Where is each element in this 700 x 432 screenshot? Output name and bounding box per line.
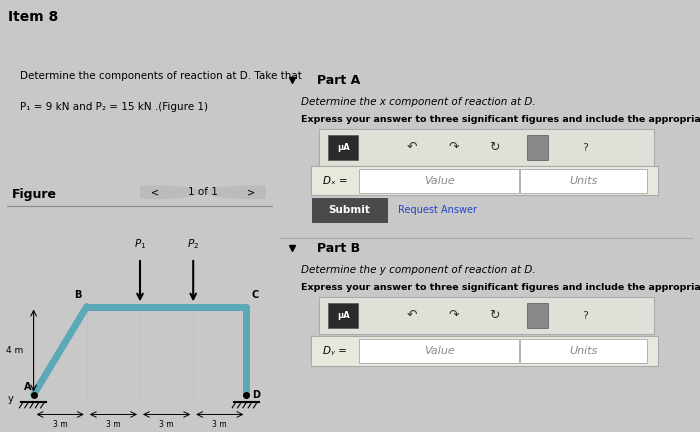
Text: ↻: ↻ [489,141,500,154]
Text: μA: μA [337,143,349,152]
Text: Units: Units [569,346,598,356]
Circle shape [111,186,199,198]
Text: μA: μA [337,311,349,321]
Text: Part B: Part B [317,242,360,255]
FancyBboxPatch shape [319,129,654,166]
Text: Item 8: Item 8 [8,10,59,24]
Circle shape [206,186,295,198]
FancyBboxPatch shape [311,166,658,195]
FancyBboxPatch shape [328,135,358,160]
Text: 3 m: 3 m [160,420,174,429]
FancyBboxPatch shape [359,169,519,193]
Text: ?: ? [582,311,589,321]
Text: P₁ = 9 kN and P₂ = 15 kN .(Figure 1): P₁ = 9 kN and P₂ = 15 kN .(Figure 1) [20,102,209,112]
Text: A: A [25,382,32,392]
Text: ↷: ↷ [448,141,458,154]
Text: Value: Value [424,176,454,186]
Text: >: > [247,187,255,197]
FancyBboxPatch shape [526,135,547,160]
Text: 3 m: 3 m [106,420,120,429]
Text: ?: ? [582,143,589,153]
Text: <: < [151,187,159,197]
Text: 1 of 1: 1 of 1 [188,187,218,197]
FancyBboxPatch shape [520,339,647,363]
Text: Part A: Part A [317,73,360,87]
FancyBboxPatch shape [526,303,547,328]
Text: ↷: ↷ [448,309,458,322]
Text: Dᵧ =: Dᵧ = [323,346,347,356]
Text: Determine the x component of reaction at D.: Determine the x component of reaction at… [301,97,536,107]
Text: D: D [252,390,260,400]
Text: Dₓ =: Dₓ = [323,176,348,186]
Text: 3 m: 3 m [213,420,227,429]
Text: C: C [252,290,259,300]
FancyBboxPatch shape [520,169,647,193]
Text: ↻: ↻ [489,309,500,322]
Text: Figure: Figure [13,188,57,201]
Text: Submit: Submit [328,205,370,215]
Text: Value: Value [424,346,454,356]
Text: 3 m: 3 m [53,420,67,429]
Text: Determine the components of reaction at D. Take that: Determine the components of reaction at … [20,71,302,81]
FancyBboxPatch shape [312,198,386,222]
Text: Units: Units [569,176,598,186]
Text: y: y [8,394,13,404]
Text: $P_1$: $P_1$ [134,238,146,251]
Text: ↶: ↶ [407,141,417,154]
Text: Express your answer to three significant figures and include the appropriate uni: Express your answer to three significant… [301,115,700,124]
Text: $P_2$: $P_2$ [187,238,199,251]
Text: Request Answer: Request Answer [398,205,477,215]
Text: B: B [74,290,82,300]
Text: 4 m: 4 m [6,346,23,355]
FancyBboxPatch shape [359,339,519,363]
Text: Determine the y component of reaction at D.: Determine the y component of reaction at… [301,265,536,275]
Text: ↶: ↶ [407,309,417,322]
Text: Express your answer to three significant figures and include the appropriate uni: Express your answer to three significant… [301,283,700,292]
FancyBboxPatch shape [328,303,358,328]
FancyBboxPatch shape [311,336,658,365]
FancyBboxPatch shape [319,297,654,334]
